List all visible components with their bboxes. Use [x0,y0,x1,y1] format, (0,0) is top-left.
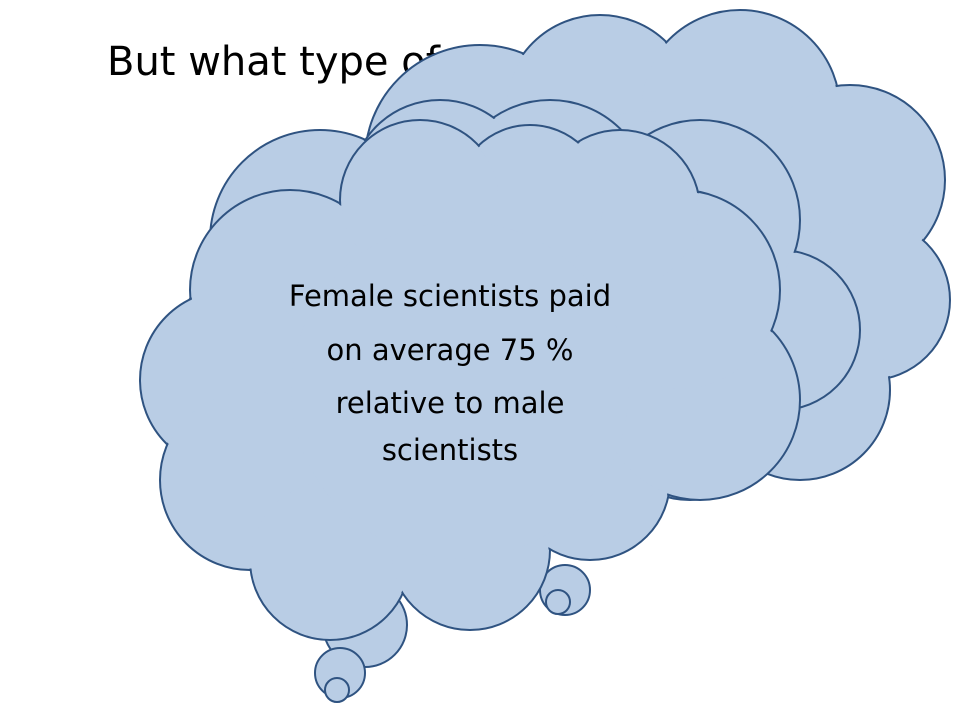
thought-bubble [324,677,350,703]
cloud-text: Female scientists paid [289,279,611,313]
thought-bubble [545,589,571,615]
cloud-text: relative to male [336,386,565,420]
cloud-text: on average 75 % [327,333,574,367]
front-cloud [139,119,801,641]
cloud-text: scientists [382,433,518,467]
cloud-fill [291,221,629,559]
